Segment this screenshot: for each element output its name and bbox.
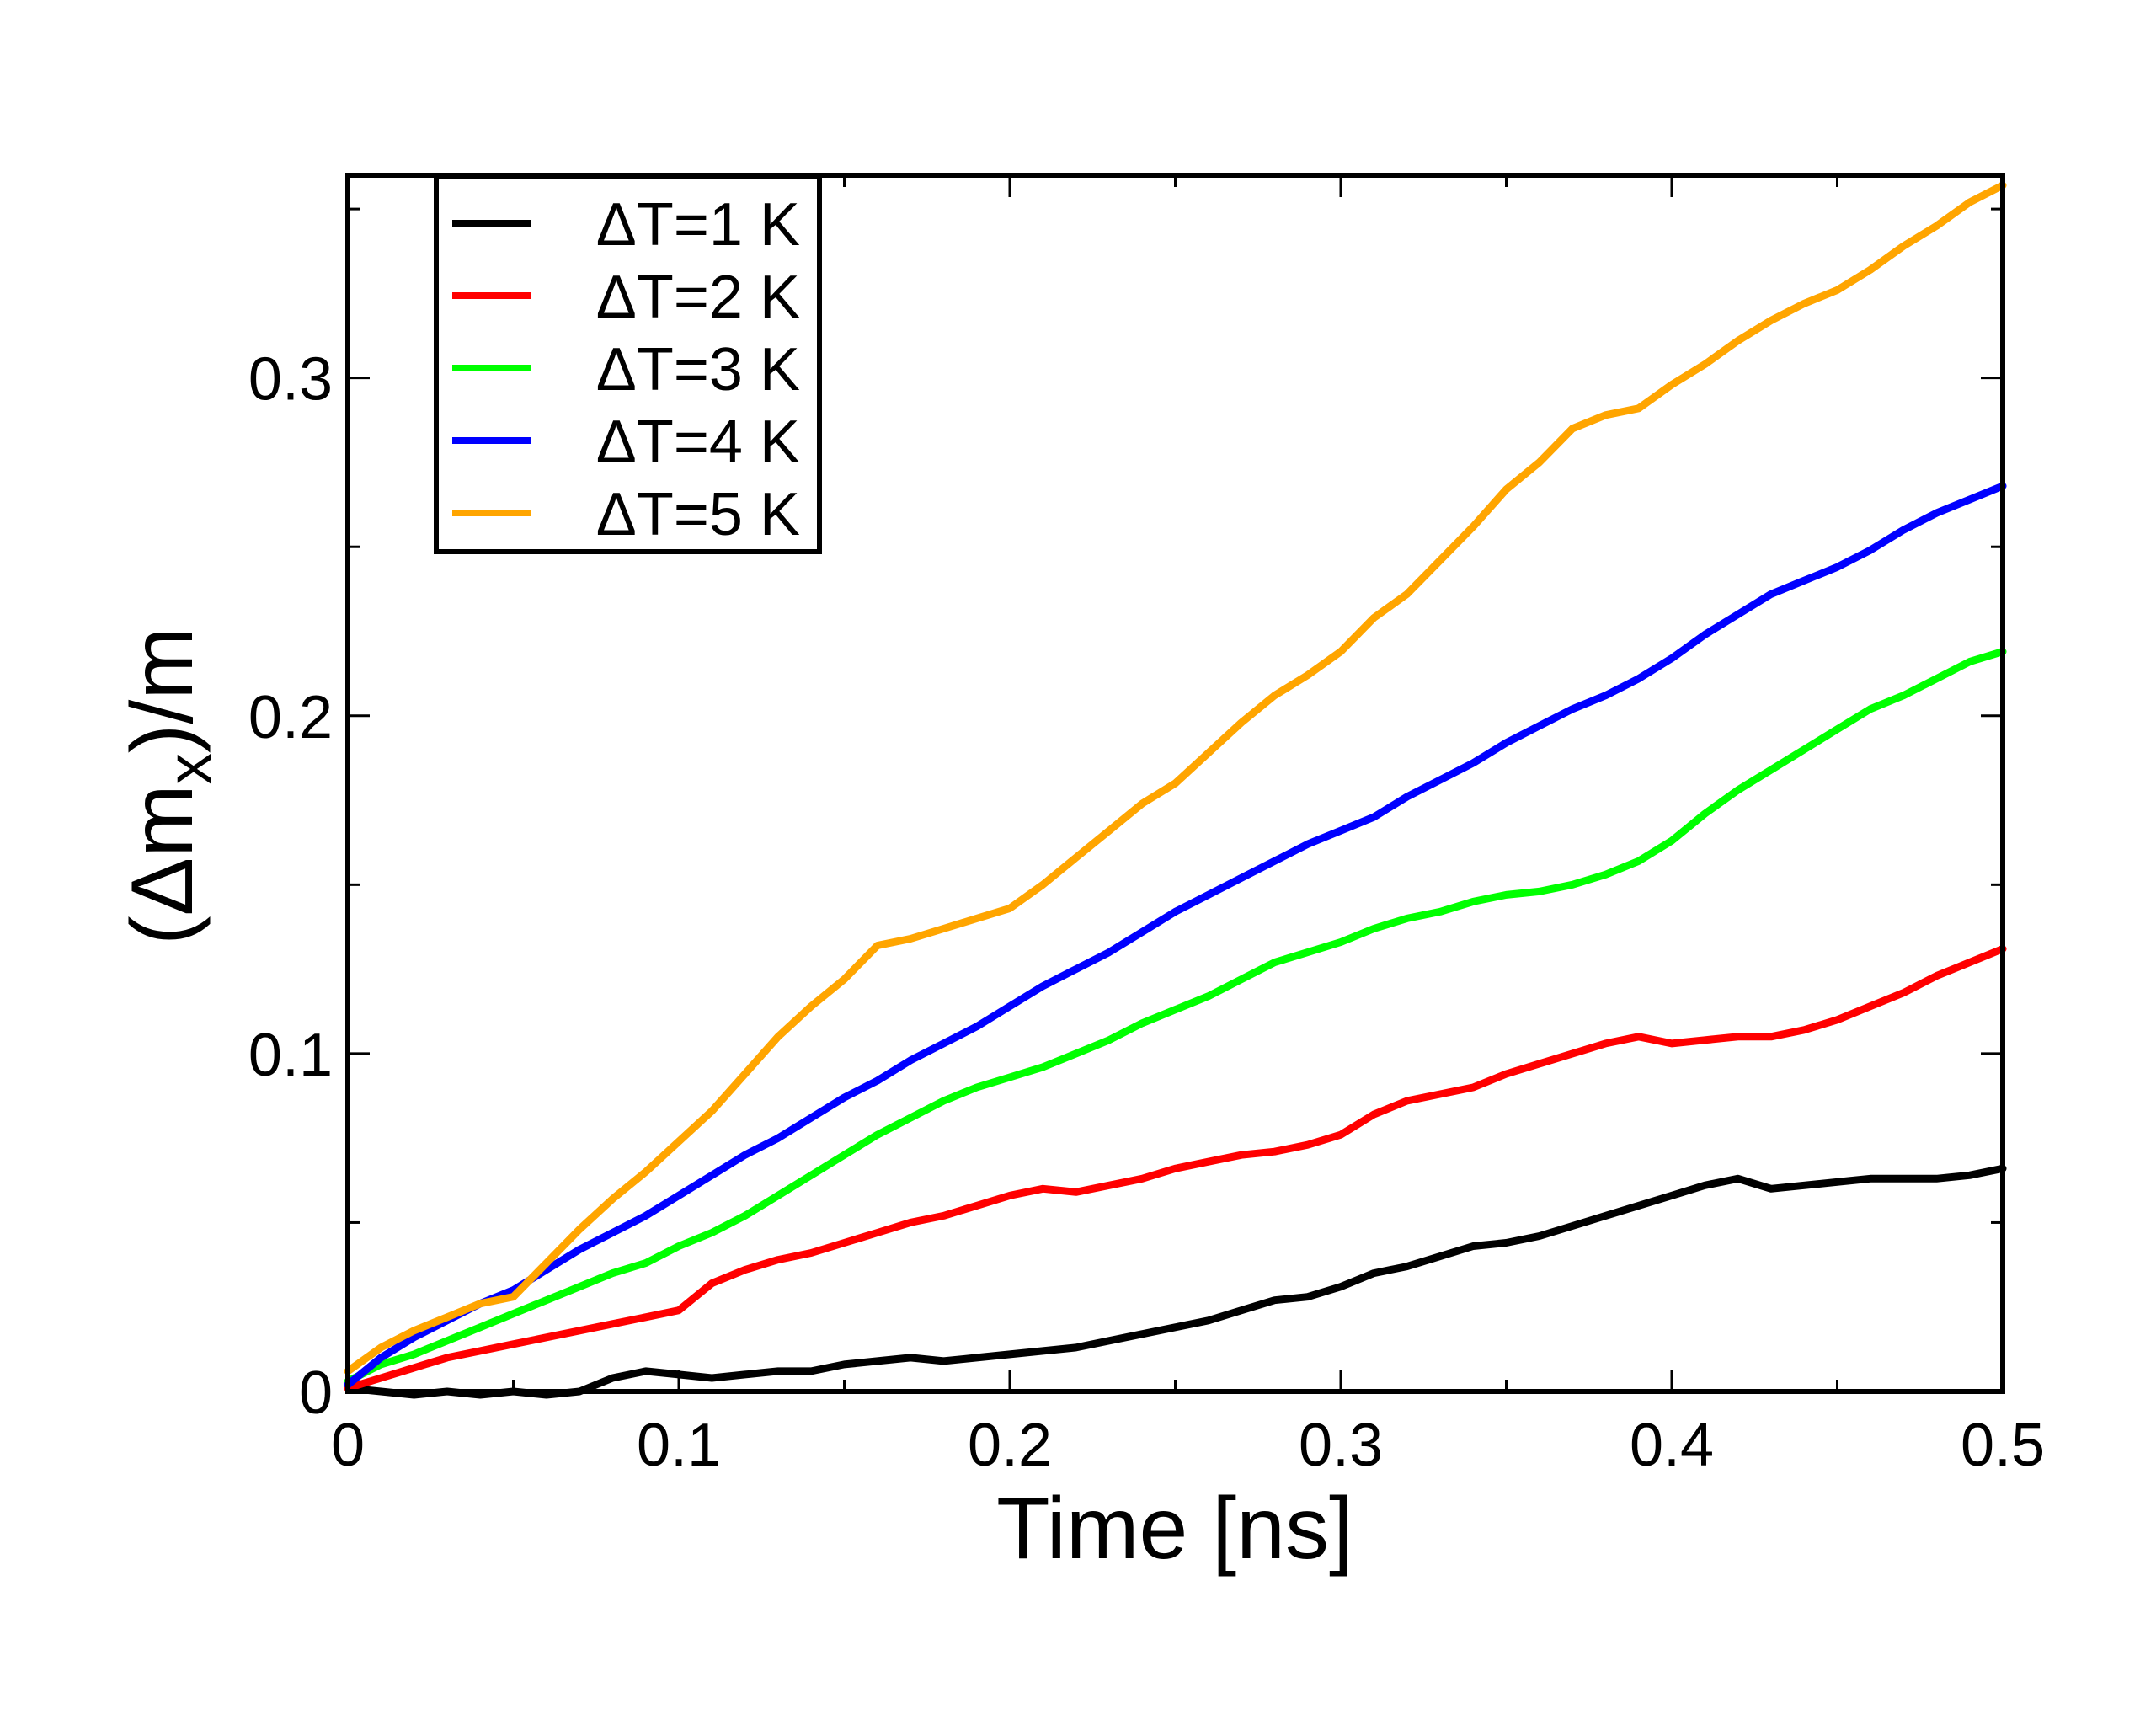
y-tick-label: 0.1 [248,1022,333,1089]
series-line-3 [344,648,2007,1386]
legend-box [434,174,822,554]
y-axis-label-open: ( [114,916,211,945]
x-tick-label: 0 [331,1412,365,1479]
y-axis-label: (Δmx)/m [114,627,224,945]
x-axis-label: Time [ns] [996,1480,1353,1578]
y-tick-label: 0.2 [248,684,333,751]
x-tick-label: 0.3 [1299,1412,1383,1479]
y-axis-label-close: )/m [114,627,211,753]
series-line-2 [344,945,2007,1392]
y-tick-label: 0.3 [248,346,333,414]
legend: ΔT=1 KΔT=2 KΔT=3 KΔT=4 KΔT=5 K [434,174,822,554]
legend-items: ΔT=1 KΔT=2 KΔT=3 KΔT=4 KΔT=5 K [452,191,800,548]
legend-label-5: ΔT=5 K [596,481,800,548]
legend-label-1: ΔT=1 K [596,191,800,259]
legend-label-4: ΔT=4 K [596,409,800,476]
y-axis-label-subscript: x [154,753,224,784]
series-line-1 [344,1164,2007,1399]
x-tick-label: 0.4 [1630,1412,1714,1479]
series-layer [344,181,2007,1399]
tick-labels-layer: 0 0.1 0.2 0.3 0.4 0.5 0 0.1 0.2 0.3 [248,346,2045,1479]
x-tick-label: 0.2 [968,1412,1052,1479]
y-axis-label-delta: Δm [114,784,211,916]
legend-label-2: ΔT=2 K [596,264,800,331]
series-line-5 [344,181,2007,1375]
x-tick-label: 0.1 [637,1412,721,1479]
ticks-layer [346,175,2004,1393]
y-tick-label: 0 [299,1359,333,1427]
legend-label-3: ΔT=3 K [596,336,800,403]
series-line-4 [344,482,2007,1389]
x-tick-label: 0.5 [1961,1412,2045,1479]
